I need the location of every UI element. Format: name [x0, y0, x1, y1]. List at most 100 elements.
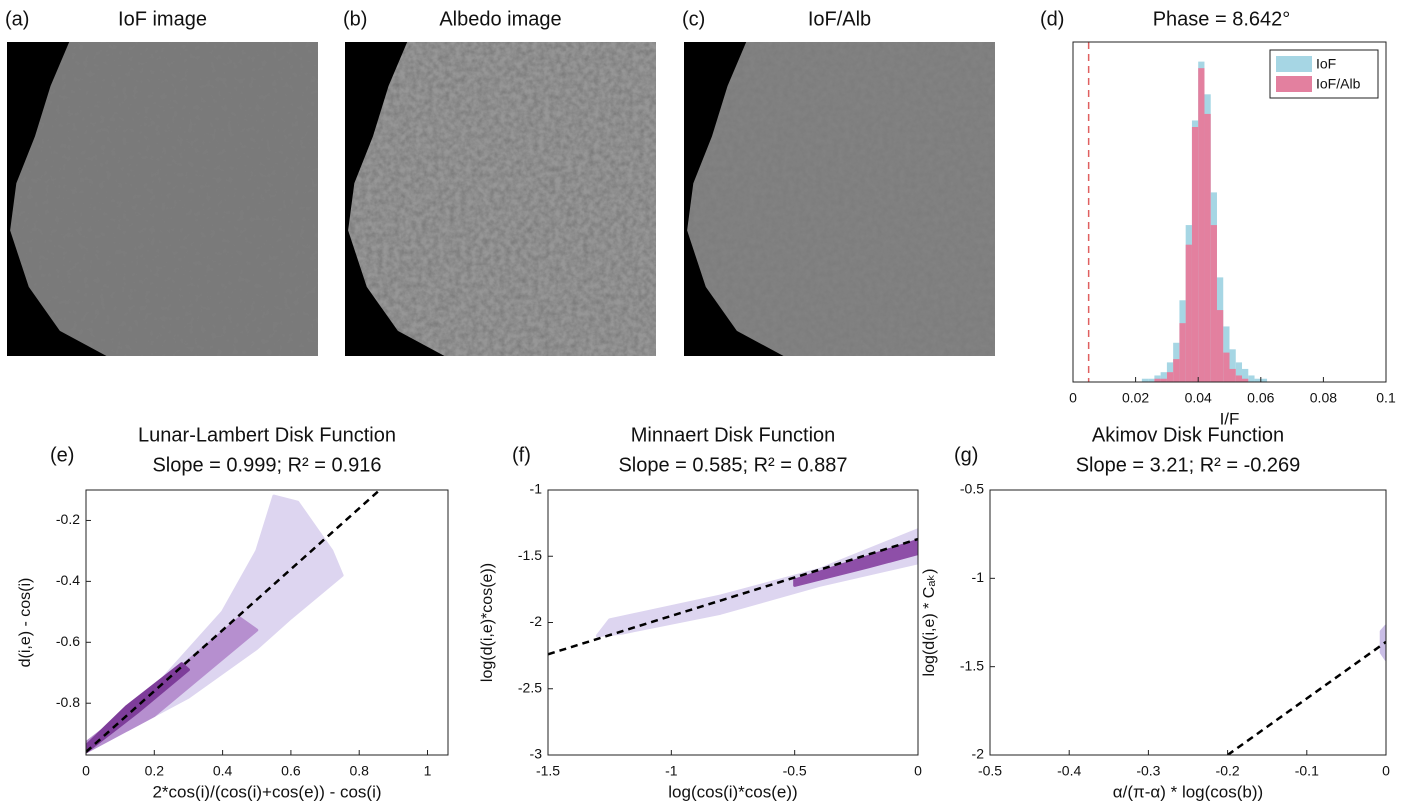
panel-title: Phase = 8.642° — [1153, 8, 1291, 30]
x-tick-label: -0.1 — [1295, 763, 1319, 779]
histogram-bar — [1198, 68, 1205, 383]
histogram-bar — [1229, 368, 1236, 382]
x-tick-label: 0 — [1069, 390, 1077, 406]
y-axis-label: d(i,e) - cos(i) — [17, 578, 34, 668]
y-axis-label: log(d(i,e) * Cₐₖ) — [921, 569, 938, 677]
x-tick-label: -0.5 — [978, 763, 1002, 779]
histogram-bar — [1235, 375, 1243, 382]
histogram-bar — [1254, 378, 1261, 382]
y-axis-label: log(d(i,e)*cos(e)) — [479, 563, 496, 682]
panel-title: Minnaert Disk Function — [631, 424, 836, 446]
x-axis-label: I/F — [1220, 409, 1240, 428]
histogram-bar — [1216, 310, 1224, 382]
x-axis-label: log(cos(i)*cos(e)) — [668, 782, 797, 801]
panel-title: IoF image — [118, 8, 207, 30]
y-tick-label: -2 — [972, 746, 985, 762]
x-tick-label: -0.2 — [1216, 763, 1240, 779]
histogram-bar — [1179, 323, 1186, 382]
axes-frame — [1072, 41, 1387, 383]
panel-subtitle: Slope = 0.585; R² = 0.887 — [618, 454, 847, 476]
panel-label: (b) — [343, 8, 367, 30]
histogram-bar — [1148, 378, 1155, 382]
y-tick-label: -0.6 — [56, 633, 80, 649]
legend-label: IoF — [1316, 56, 1336, 72]
histogram-bar — [1235, 362, 1243, 382]
y-tick-label: -1.5 — [518, 547, 542, 563]
histogram-bar — [1223, 352, 1230, 382]
legend-label: IoF/Alb — [1316, 76, 1361, 92]
panel-label: (f) — [512, 444, 531, 466]
y-tick-label: -1 — [530, 481, 543, 497]
histogram-bar — [1160, 372, 1167, 382]
histogram-bar — [1173, 359, 1180, 382]
histogram-bar — [1242, 368, 1249, 382]
panel-title: Lunar-Lambert Disk Function — [138, 424, 396, 446]
histogram-bar — [1229, 349, 1236, 382]
histogram-bar — [1191, 127, 1199, 382]
panel-subtitle: Slope = 0.999; R² = 0.916 — [152, 454, 381, 476]
panel-label: (c) — [682, 8, 705, 30]
y-tick-label: -0.5 — [960, 481, 984, 497]
x-tick-label: 0.8 — [349, 763, 369, 779]
histogram-bar — [1185, 244, 1192, 382]
x-tick-label: -1 — [665, 763, 678, 779]
x-tick-label: -0.5 — [783, 763, 807, 779]
x-tick-label: 1 — [424, 763, 432, 779]
axes-frame — [85, 489, 449, 756]
y-tick-label: -0.2 — [56, 511, 80, 527]
asteroid-surface — [10, 42, 319, 356]
panel-label: (d) — [1040, 8, 1064, 30]
x-tick-label: 0.2 — [145, 763, 165, 779]
fit-line — [1226, 640, 1386, 755]
y-tick-label: -0.4 — [56, 572, 80, 588]
panel-label: (e) — [50, 444, 74, 466]
density-region — [86, 662, 190, 754]
x-tick-label: 0.6 — [281, 763, 301, 779]
x-tick-label: -0.4 — [1057, 763, 1081, 779]
x-tick-label: 0.06 — [1247, 390, 1274, 406]
density-region — [793, 538, 918, 587]
histogram-bar — [1260, 378, 1268, 382]
asteroid-surface — [348, 42, 656, 356]
axes-frame — [547, 489, 919, 756]
x-tick-label: 0 — [1382, 763, 1390, 779]
panel-title: Akimov Disk Function — [1092, 424, 1284, 446]
fit-line — [548, 537, 918, 656]
x-tick-label: -0.3 — [1136, 763, 1160, 779]
x-tick-label: 0.1 — [1376, 390, 1396, 406]
x-tick-label: 0.02 — [1122, 390, 1149, 406]
x-tick-label: -1.5 — [536, 763, 560, 779]
x-tick-label: 0.04 — [1185, 390, 1212, 406]
histogram-bar — [1154, 378, 1161, 382]
x-tick-label: 0 — [82, 763, 90, 779]
y-tick-label: -2.5 — [518, 679, 542, 695]
histogram-bar — [1166, 372, 1174, 382]
axes-frame — [989, 489, 1387, 756]
fit-line — [86, 490, 381, 753]
x-tick-label: 0.08 — [1310, 390, 1337, 406]
x-tick-label: 0 — [914, 763, 922, 779]
legend-swatch — [1276, 56, 1312, 72]
x-axis-label: α/(π-α) * log(cos(b)) — [1113, 782, 1263, 801]
histogram-bar — [1248, 375, 1255, 382]
panel-title: IoF/Alb — [808, 8, 871, 30]
panel-label: (g) — [954, 444, 978, 466]
y-tick-label: -1 — [972, 569, 985, 585]
y-tick-label: -2 — [530, 613, 543, 629]
y-tick-label: -0.8 — [56, 694, 80, 710]
histogram-bar — [1242, 378, 1249, 382]
x-axis-label: 2*cos(i)/(cos(i)+cos(e)) - cos(i) — [152, 782, 381, 801]
histogram-bar — [1160, 378, 1167, 382]
legend-swatch — [1276, 76, 1312, 92]
asteroid-surface — [687, 42, 995, 356]
histogram-bar — [1210, 225, 1217, 382]
x-tick-label: 0.4 — [213, 763, 233, 779]
panel-title: Albedo image — [439, 8, 561, 30]
panel-subtitle: Slope = 3.21; R² = -0.269 — [1076, 454, 1301, 476]
histogram-bar — [1204, 113, 1211, 382]
histogram-bar — [1141, 378, 1149, 382]
density-region — [595, 528, 918, 638]
panel-label: (a) — [5, 8, 29, 30]
y-tick-label: -1.5 — [960, 657, 984, 673]
